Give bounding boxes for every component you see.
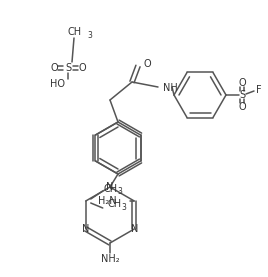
Text: 3: 3	[122, 202, 126, 212]
Text: O: O	[78, 63, 86, 73]
Text: HO: HO	[50, 79, 65, 89]
Text: N: N	[131, 224, 138, 234]
Text: CH: CH	[104, 184, 118, 194]
Text: O: O	[143, 59, 151, 69]
Text: N: N	[82, 224, 90, 234]
Text: S: S	[239, 90, 245, 100]
Text: O: O	[238, 102, 246, 112]
Text: 3: 3	[118, 188, 123, 196]
Text: NH₂: NH₂	[101, 254, 119, 264]
Text: O: O	[238, 78, 246, 88]
Text: O: O	[50, 63, 58, 73]
Text: N: N	[106, 182, 114, 192]
Text: 3: 3	[87, 30, 92, 40]
Text: H₂N: H₂N	[98, 196, 116, 206]
Text: S: S	[65, 63, 71, 73]
Text: CH: CH	[108, 199, 122, 209]
Text: F: F	[256, 85, 262, 95]
Text: CH: CH	[68, 27, 82, 37]
Text: NH: NH	[163, 83, 178, 93]
